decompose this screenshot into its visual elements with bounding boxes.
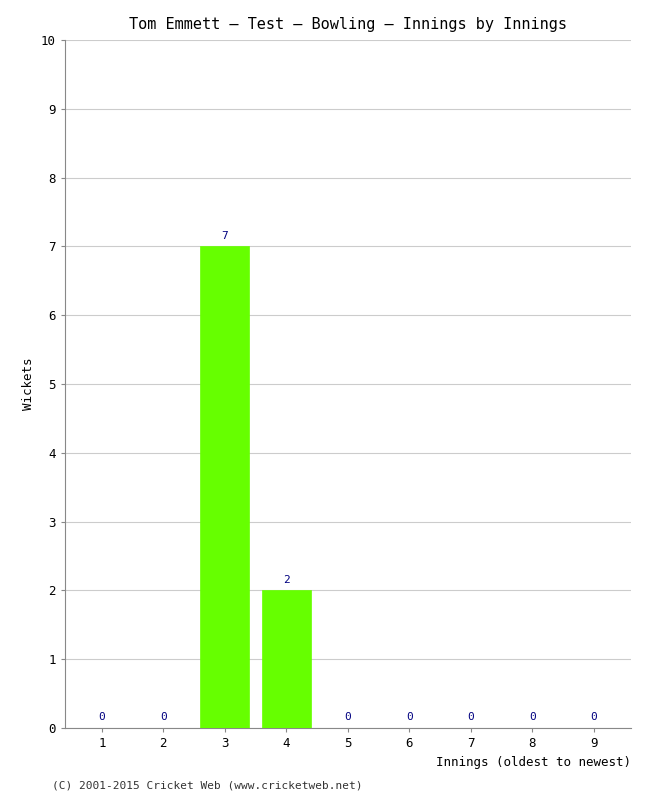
Text: 0: 0 [99,713,105,722]
Bar [262,590,311,728]
Text: 0: 0 [160,713,166,722]
Bar [200,246,250,728]
Text: 0: 0 [344,713,351,722]
Title: Tom Emmett – Test – Bowling – Innings by Innings: Tom Emmett – Test – Bowling – Innings by… [129,17,567,32]
Text: 0: 0 [406,713,413,722]
X-axis label: Innings (oldest to newest): Innings (oldest to newest) [436,755,630,769]
Text: (C) 2001-2015 Cricket Web (www.cricketweb.net): (C) 2001-2015 Cricket Web (www.cricketwe… [52,781,363,790]
Text: 0: 0 [529,713,536,722]
Text: 0: 0 [467,713,474,722]
Text: 7: 7 [222,231,228,241]
Text: 0: 0 [590,713,597,722]
Text: 2: 2 [283,575,290,585]
Y-axis label: Wickets: Wickets [22,358,35,410]
